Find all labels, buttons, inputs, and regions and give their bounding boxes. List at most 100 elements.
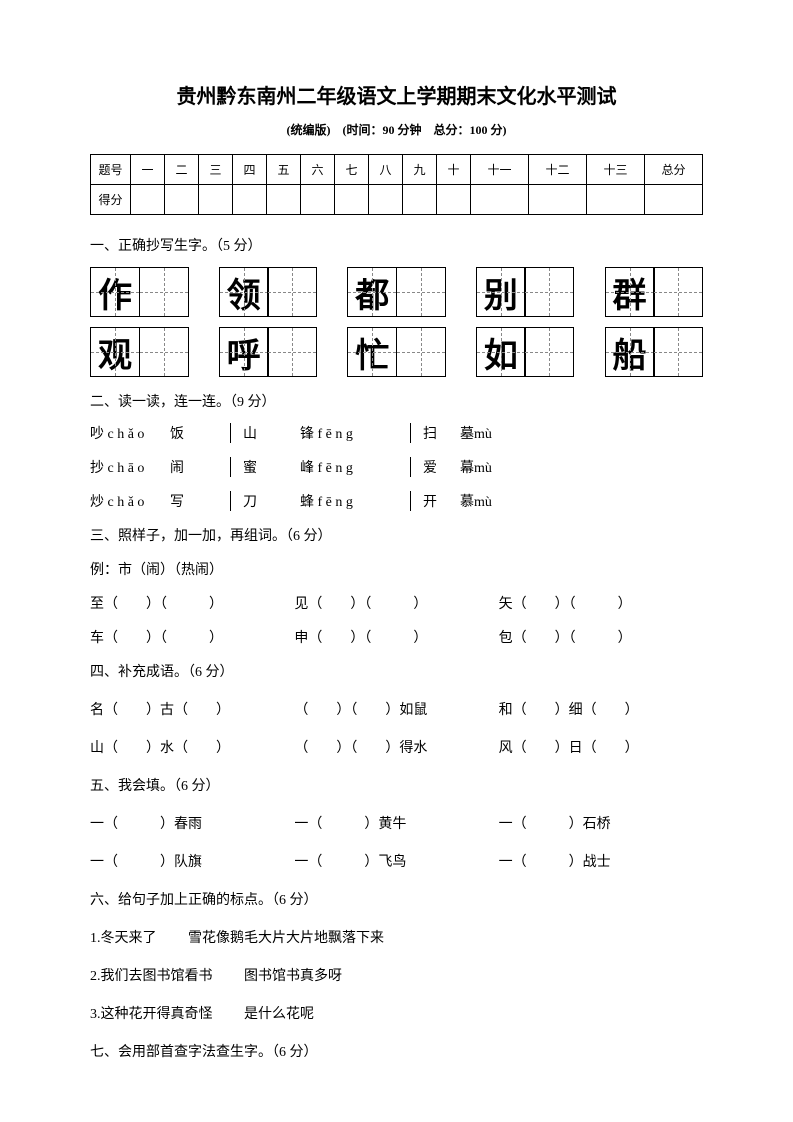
q6-sentence: 2.我们去图书馆看书 图书馆书真多呀 — [90, 965, 703, 985]
char-box-empty — [267, 327, 317, 377]
match-cell: 幕mù — [460, 457, 540, 477]
q6-part: 是什么花呢 — [244, 1007, 314, 1022]
match-cell: 爱 — [410, 457, 460, 477]
q4-row: 山（ ）水（ ） （ ）（ ）得水 风（ ）日（ ） — [90, 737, 703, 757]
q3-example: 例：市（闹）（热闹） — [90, 559, 703, 579]
match-cell: 山 — [230, 423, 300, 443]
q4-item: （ ）（ ）如鼠 — [294, 699, 498, 719]
page-title: 贵州黔东南州二年级语文上学期期末文化水平测试 — [90, 80, 703, 109]
score-cell — [528, 185, 586, 215]
char-box: 领 — [219, 267, 269, 317]
match-cell: 墓mù — [460, 423, 540, 443]
score-cell — [267, 185, 301, 215]
q5-item: 一（ ）飞鸟 — [294, 851, 498, 871]
q6-sentence: 3.这种花开得真奇怪 是什么花呢 — [90, 1003, 703, 1023]
q4-item: 风（ ）日（ ） — [499, 737, 703, 757]
q5-item: 一（ ）战士 — [499, 851, 703, 871]
char-box-empty — [396, 327, 446, 377]
char-box: 呼 — [219, 327, 269, 377]
q5-item: 一（ ）队旗 — [90, 851, 294, 871]
q3-row: 车（ ）（ ） 申（ ）（ ） 包（ ）（ ） — [90, 627, 703, 647]
score-cell — [471, 185, 529, 215]
q5-item: 一（ ）石桥 — [499, 813, 703, 833]
char-box-empty — [653, 267, 703, 317]
char-box-empty — [396, 267, 446, 317]
q4-row: 名（ ）古（ ） （ ）（ ）如鼠 和（ ）细（ ） — [90, 699, 703, 719]
q1-title: 一、正确抄写生字。（5 分） — [90, 235, 703, 255]
char-box: 别 — [476, 267, 526, 317]
score-label: 得分 — [91, 185, 131, 215]
char-box: 观 — [90, 327, 140, 377]
header-cell: 总分 — [644, 155, 702, 185]
score-cell — [403, 185, 437, 215]
char-row: 观 呼 忙 如 船 — [90, 327, 703, 377]
header-cell: 七 — [335, 155, 369, 185]
score-cell — [131, 185, 165, 215]
match-cell: 刀 — [230, 491, 300, 511]
char-box-empty — [653, 327, 703, 377]
header-cell: 十三 — [586, 155, 644, 185]
q3-item: 至（ ）（ ） — [90, 593, 294, 613]
q4-item: 山（ ）水（ ） — [90, 737, 294, 757]
char-box-empty — [524, 267, 574, 317]
q6-sentence: 1.冬天来了 雪花像鹅毛大片大片地飘落下来 — [90, 927, 703, 947]
q6-part: 2.我们去图书馆看书 — [90, 969, 213, 984]
match-cell: 开 — [410, 491, 460, 511]
q3-item: 见（ ）（ ） — [294, 593, 498, 613]
q3-item: 矢（ ）（ ） — [499, 593, 703, 613]
char-box-empty — [267, 267, 317, 317]
header-cell: 四 — [233, 155, 267, 185]
q5-title: 五、我会填。（6 分） — [90, 775, 703, 795]
score-cell — [233, 185, 267, 215]
score-cell — [644, 185, 702, 215]
match-cell: 慕mù — [460, 491, 540, 511]
char-box: 作 — [90, 267, 140, 317]
header-cell: 八 — [369, 155, 403, 185]
q3-row: 至（ ）（ ） 见（ ）（ ） 矢（ ）（ ） — [90, 593, 703, 613]
match-cell: 蜜 — [230, 457, 300, 477]
match-cell: 吵 c h ǎ o — [90, 423, 170, 443]
q4-item: 和（ ）细（ ） — [499, 699, 703, 719]
q5-item: 一（ ）黄牛 — [294, 813, 498, 833]
q6-part: 图书馆书真多呀 — [244, 969, 342, 984]
q4-item: （ ）（ ）得水 — [294, 737, 498, 757]
char-box: 群 — [605, 267, 655, 317]
header-cell: 五 — [267, 155, 301, 185]
char-box-empty — [139, 327, 189, 377]
match-cell: 炒 c h ǎ o — [90, 491, 170, 511]
score-cell — [586, 185, 644, 215]
char-box: 忙 — [347, 327, 397, 377]
q4-title: 四、补充成语。（6 分） — [90, 661, 703, 681]
match-cell: 抄 c h ā o — [90, 457, 170, 477]
match-cell: 饭 — [170, 423, 230, 443]
header-cell: 三 — [199, 155, 233, 185]
match-cell: 蜂 f ē n g — [300, 491, 410, 511]
match-cell: 写 — [170, 491, 230, 511]
q4-item: 名（ ）古（ ） — [90, 699, 294, 719]
header-cell: 二 — [165, 155, 199, 185]
header-cell: 十 — [437, 155, 471, 185]
char-box: 船 — [605, 327, 655, 377]
q2-title: 二、读一读，连一连。（9 分） — [90, 391, 703, 411]
match-cell: 闹 — [170, 457, 230, 477]
char-box: 如 — [476, 327, 526, 377]
char-row: 作 领 都 别 群 — [90, 267, 703, 317]
q6-title: 六、给句子加上正确的标点。（6 分） — [90, 889, 703, 909]
score-cell — [165, 185, 199, 215]
score-table: 题号 一 二 三 四 五 六 七 八 九 十 十一 十二 十三 总分 得分 — [90, 154, 703, 215]
q6-part: 3.这种花开得真奇怪 — [90, 1007, 213, 1022]
score-cell — [301, 185, 335, 215]
q3-item: 包（ ）（ ） — [499, 627, 703, 647]
q3-item: 车（ ）（ ） — [90, 627, 294, 647]
match-cell: 锋 f ē n g — [300, 423, 410, 443]
q7-title: 七、会用部首查字法查生字。（6 分） — [90, 1041, 703, 1061]
q6-part: 1.冬天来了 — [90, 931, 157, 946]
header-cell: 题号 — [91, 155, 131, 185]
char-box-empty — [139, 267, 189, 317]
score-cell — [437, 185, 471, 215]
table-row: 题号 一 二 三 四 五 六 七 八 九 十 十一 十二 十三 总分 — [91, 155, 703, 185]
q5-row: 一（ ）队旗 一（ ）飞鸟 一（ ）战士 — [90, 851, 703, 871]
q3-item: 申（ ）（ ） — [294, 627, 498, 647]
q6-part: 雪花像鹅毛大片大片地飘落下来 — [188, 931, 384, 946]
char-box: 都 — [347, 267, 397, 317]
